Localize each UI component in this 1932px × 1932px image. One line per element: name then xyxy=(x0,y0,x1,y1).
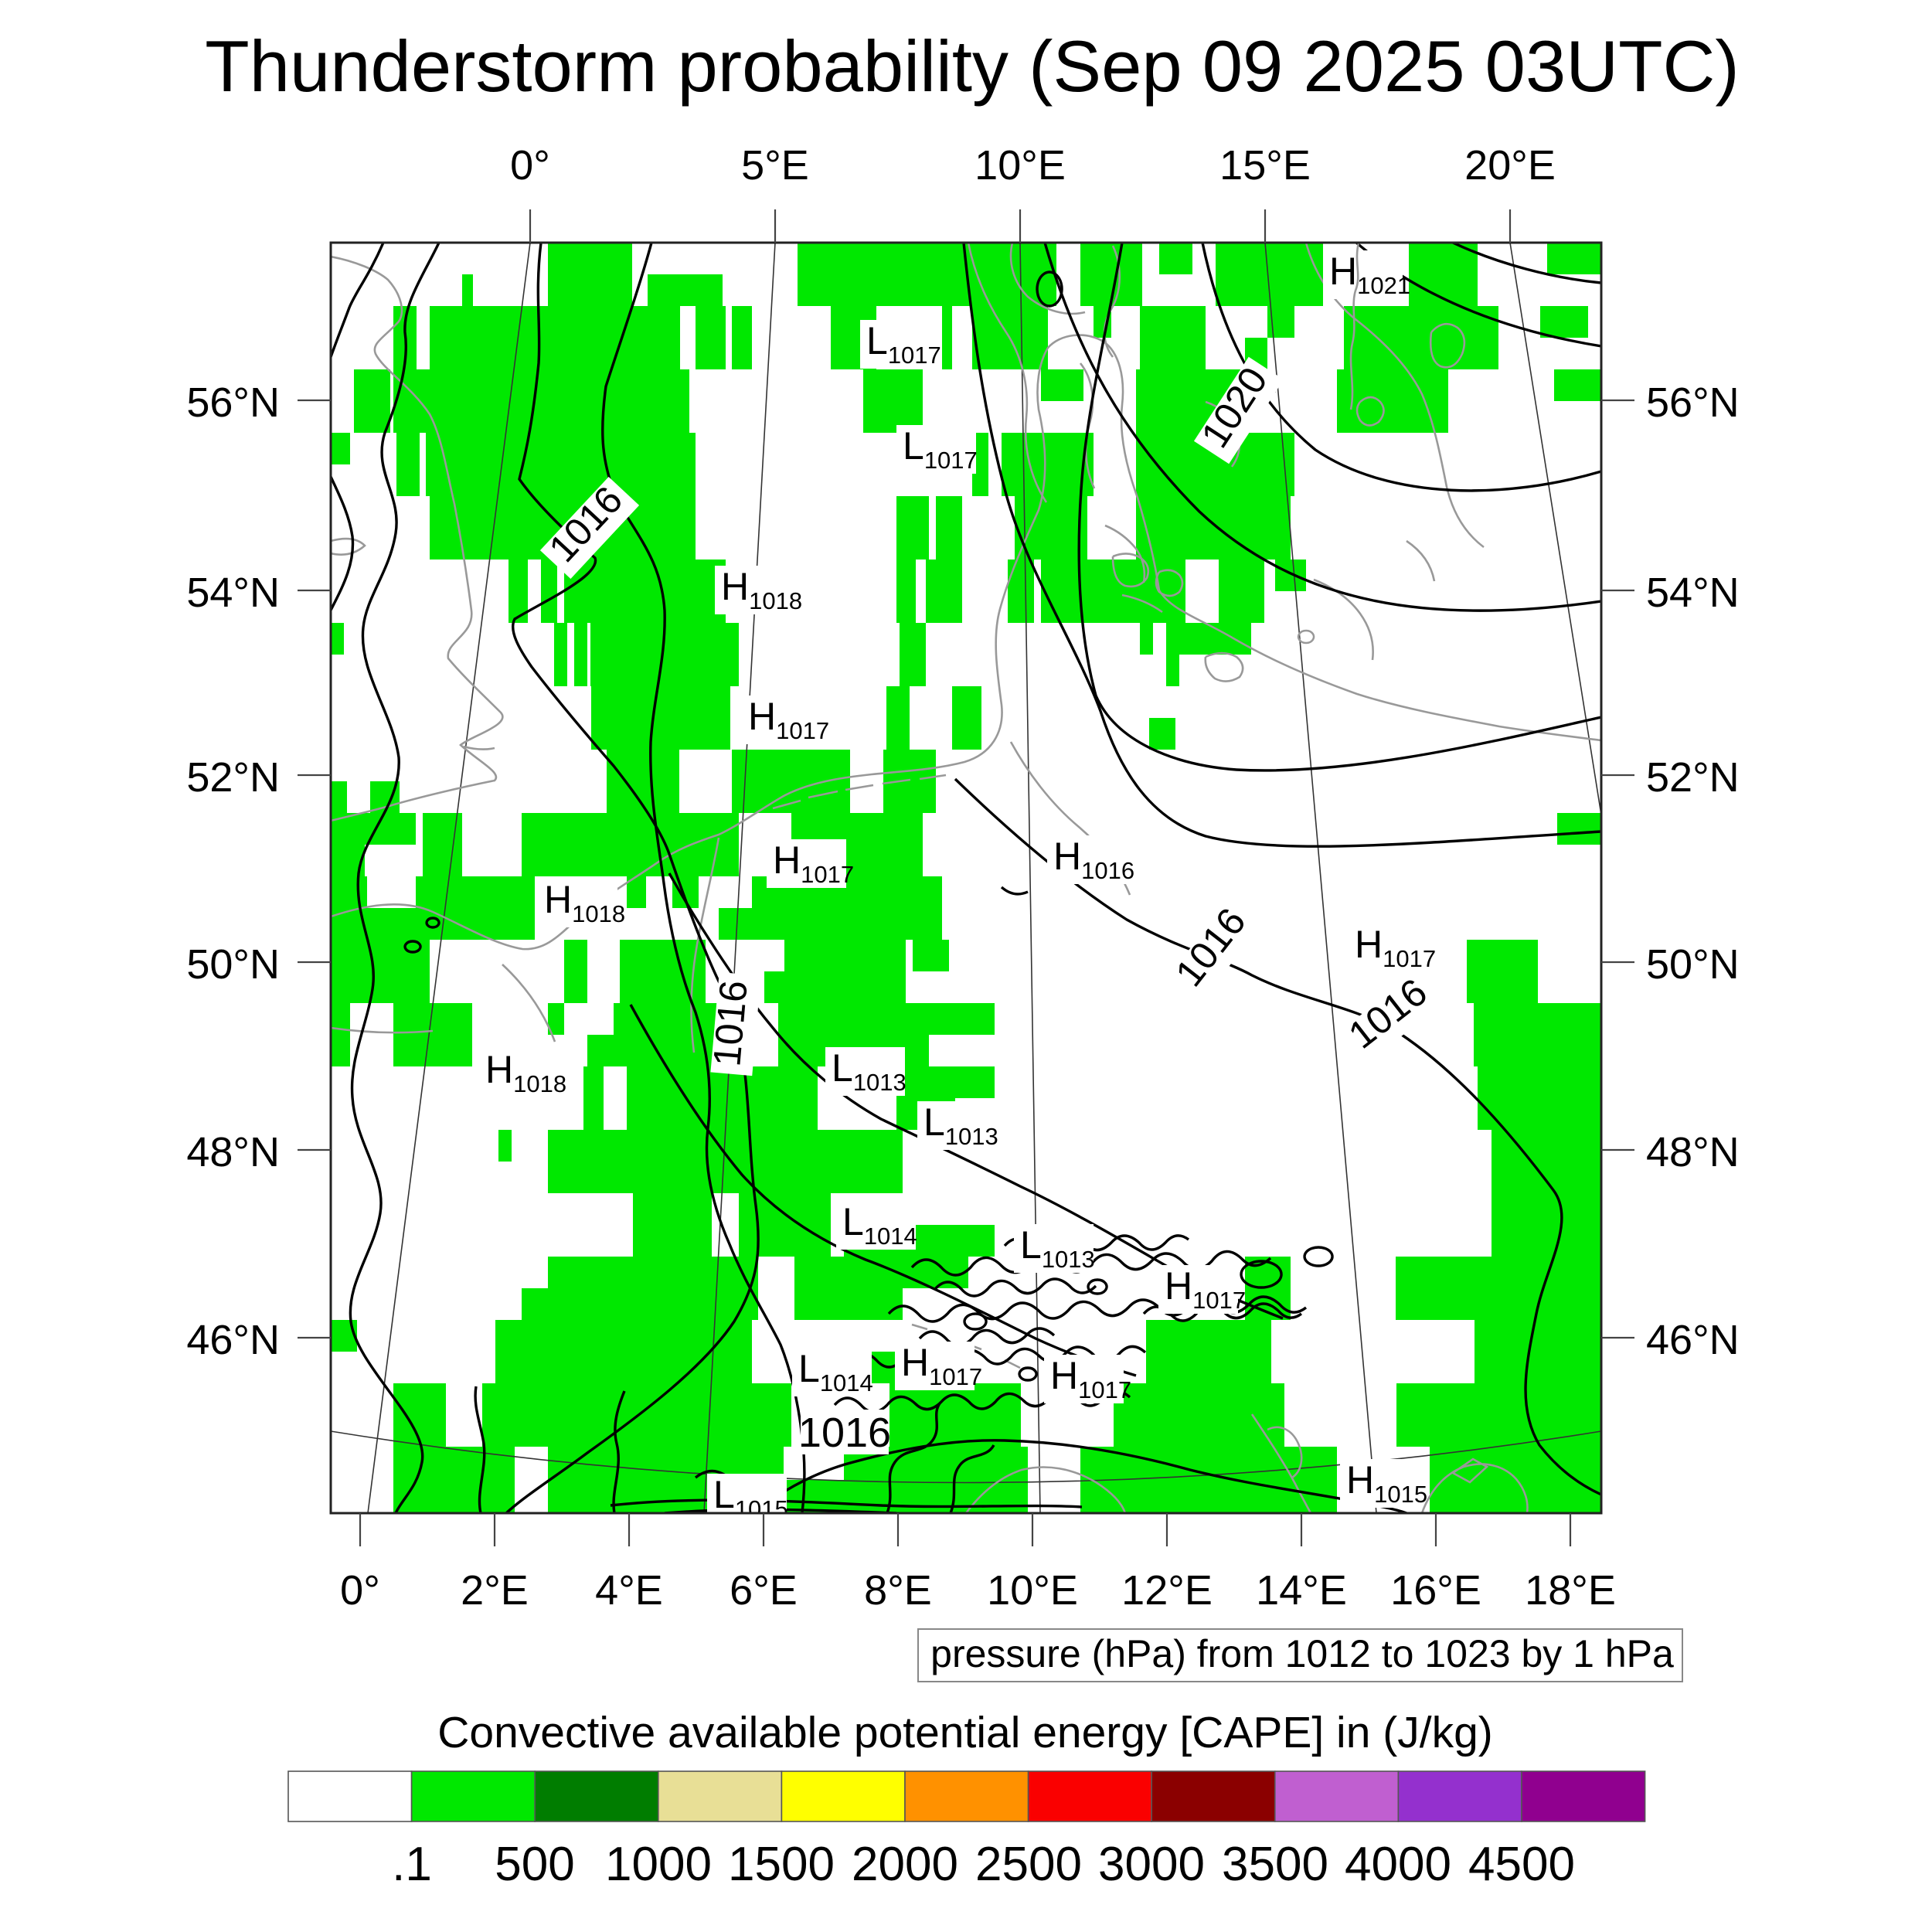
svg-text:15°E: 15°E xyxy=(1219,142,1311,189)
svg-text:14°E: 14°E xyxy=(1256,1567,1347,1614)
svg-text:H1017: H1017 xyxy=(1355,923,1436,972)
svg-text:56°N: 56°N xyxy=(1646,379,1740,426)
svg-text:12°E: 12°E xyxy=(1121,1567,1213,1614)
svg-text:52°N: 52°N xyxy=(1646,754,1740,801)
svg-text:0°: 0° xyxy=(340,1567,380,1614)
svg-text:2500: 2500 xyxy=(975,1838,1082,1891)
svg-text:50°N: 50°N xyxy=(1646,941,1740,988)
svg-text:48°N: 48°N xyxy=(1646,1129,1740,1175)
svg-text:Convective available potential: Convective available potential energy [C… xyxy=(437,1708,1493,1757)
svg-text:1500: 1500 xyxy=(728,1838,835,1891)
svg-text:8°E: 8°E xyxy=(864,1567,932,1614)
svg-text:4°E: 4°E xyxy=(595,1567,663,1614)
svg-text:6°E: 6°E xyxy=(730,1567,798,1614)
svg-text:1016: 1016 xyxy=(705,979,755,1069)
svg-text:.1: .1 xyxy=(392,1838,432,1891)
svg-text:16°E: 16°E xyxy=(1390,1567,1481,1614)
svg-text:3500: 3500 xyxy=(1222,1838,1328,1891)
svg-text:500: 500 xyxy=(495,1838,574,1891)
svg-text:48°N: 48°N xyxy=(186,1129,280,1175)
svg-text:4000: 4000 xyxy=(1345,1838,1451,1891)
svg-text:54°N: 54°N xyxy=(186,570,280,616)
svg-text:18°E: 18°E xyxy=(1525,1567,1616,1614)
svg-text:54°N: 54°N xyxy=(1646,570,1740,616)
svg-text:2000: 2000 xyxy=(852,1838,958,1891)
svg-text:5°E: 5°E xyxy=(741,142,809,189)
svg-text:Thunderstorm probability (Sep: Thunderstorm probability (Sep 09 2025 03… xyxy=(205,26,1739,107)
svg-text:50°N: 50°N xyxy=(186,941,280,988)
svg-text:2°E: 2°E xyxy=(461,1567,529,1614)
svg-text:10°E: 10°E xyxy=(975,142,1066,189)
svg-text:pressure (hPa) from 1012 to 10: pressure (hPa) from 1012 to 1023 by 1 hP… xyxy=(930,1632,1674,1675)
svg-text:52°N: 52°N xyxy=(186,754,280,801)
svg-text:46°N: 46°N xyxy=(186,1317,280,1363)
svg-text:1016: 1016 xyxy=(798,1410,891,1456)
svg-text:46°N: 46°N xyxy=(1646,1317,1740,1363)
svg-text:10°E: 10°E xyxy=(987,1567,1078,1614)
svg-text:3000: 3000 xyxy=(1098,1838,1205,1891)
svg-text:56°N: 56°N xyxy=(186,379,280,426)
svg-text:0°: 0° xyxy=(510,142,550,189)
svg-text:4500: 4500 xyxy=(1468,1838,1575,1891)
svg-text:20°E: 20°E xyxy=(1464,142,1556,189)
svg-text:1000: 1000 xyxy=(605,1838,712,1891)
